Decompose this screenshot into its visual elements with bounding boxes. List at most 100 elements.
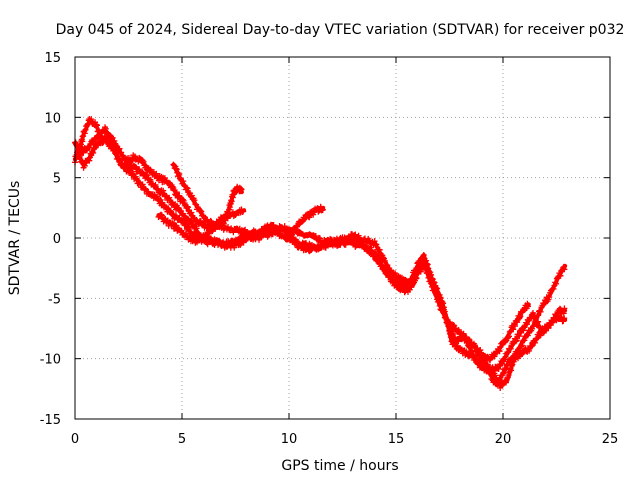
data-point-marker [473,356,480,363]
data-point-marker [405,285,411,292]
data-point-marker [448,326,455,333]
data-point-marker [521,337,528,344]
data-point-marker [520,327,527,334]
data-point-marker [423,266,429,273]
data-point-marker [160,187,167,194]
data-point-marker [140,158,147,165]
data-point-marker [536,307,543,314]
data-point-marker [546,294,553,301]
series-track-f [283,203,326,243]
x-tick-label: 5 [178,432,186,447]
data-point-marker [447,327,454,334]
axis-ticks: 0 5 10 15 20 25 -15 -10 -5 0 5 10 15 [40,51,619,447]
data-point-marker [225,210,232,217]
data-point-marker [159,199,166,206]
data-point-marker [446,322,453,329]
data-point-marker [230,229,237,236]
data-point-marker [319,206,326,213]
data-point-marker [436,302,443,309]
data-point-marker [435,298,442,305]
data-point-marker [413,268,420,275]
data-point-marker [512,338,519,345]
data-point-marker [292,237,299,244]
data-point-marker [531,312,538,319]
data-point-marker [200,212,206,219]
data-point-marker [105,131,112,137]
y-tick-label: -15 [40,413,61,428]
data-point-marker [496,348,503,355]
data-point-marker [86,157,93,164]
data-point-marker [142,185,149,192]
data-point-marker [412,274,419,281]
data-point-marker [114,153,121,160]
data-point-marker [123,161,130,168]
data-point-marker [366,237,373,244]
data-point-marker [545,325,552,332]
data-point-marker [534,319,541,326]
y-tick-label: -5 [48,292,61,307]
data-point-marker [425,274,432,281]
data-point-marker [147,176,154,183]
data-point-marker [509,361,516,368]
data-point-marker [203,234,210,241]
x-axis-label: GPS time / hours [281,458,398,474]
data-point-marker [184,185,191,192]
data-point-marker [204,241,211,248]
data-point-marker [408,284,415,291]
data-point-marker [179,196,186,203]
data-point-marker [238,186,245,193]
data-point-marker [433,291,440,298]
data-point-marker [241,227,248,234]
data-point-marker [143,172,150,179]
data-point-marker [104,138,111,145]
data-point-marker [176,171,183,178]
data-point-marker [312,233,319,239]
data-point-marker [497,344,504,350]
data-point-marker [186,225,193,232]
data-point-marker [373,241,380,248]
data-point-marker [181,200,188,206]
data-point-marker [429,283,435,290]
data-point-marker [381,267,388,274]
data-point-marker [104,130,111,136]
data-point-marker [289,231,295,238]
x-tick-label: 0 [71,432,79,447]
data-point-marker [185,215,191,222]
data-point-marker [497,385,504,391]
data-point-marker [505,349,512,356]
data-point-marker [551,317,558,324]
data-point-marker [491,353,498,360]
data-point-marker [102,125,109,132]
data-point-marker [197,207,204,214]
data-point-marker [188,218,195,225]
series-track-c [74,135,568,375]
data-point-marker [532,339,539,346]
data-point-marker [517,313,524,320]
data-point-marker [317,235,323,242]
data-point-marker [518,342,525,349]
x-tick-label: 20 [495,432,512,447]
data-point-marker [136,179,143,186]
data-point-marker [180,212,187,219]
y-axis-label: SDTVAR / TECUs [7,181,23,296]
series-track-e [170,161,245,230]
x-tick-label: 10 [281,432,298,447]
data-point-marker [428,280,435,287]
data-point-marker [467,344,474,351]
y-tick-label: 15 [44,51,61,66]
data-point-marker [94,122,100,129]
data-point-marker [198,208,205,215]
data-point-marker [512,323,518,330]
data-point-marker [133,175,140,182]
data-point-marker [155,185,161,192]
data-point-marker [116,145,123,152]
data-point-marker [183,184,190,191]
data-point-marker [103,137,110,144]
data-point-marker [528,343,535,350]
data-point-marker [188,209,195,216]
data-point-marker [450,322,457,328]
data-point-marker [535,318,542,325]
data-point-marker [182,220,189,227]
data-point-marker [561,266,568,273]
data-point-marker [90,146,97,153]
